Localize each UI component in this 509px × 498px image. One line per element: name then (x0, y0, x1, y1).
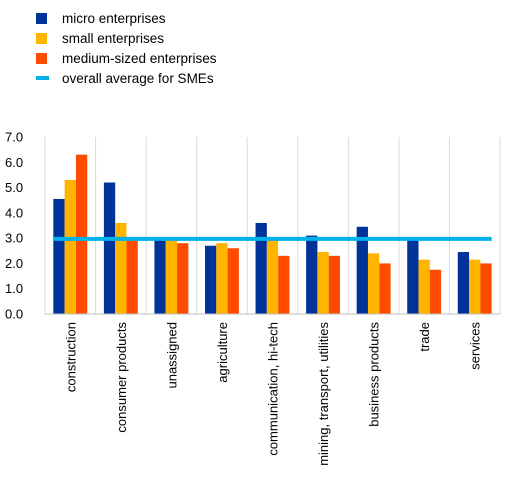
bar-1-0 (64, 179, 76, 314)
legend-item-micro: micro enterprises (36, 9, 217, 29)
bar-2-5 (328, 255, 341, 314)
x-tick-label: business products (367, 322, 382, 427)
bar-1-2 (165, 239, 178, 314)
legend-item-medium: medium-sized enterprises (36, 49, 217, 69)
bar-1-7 (418, 259, 430, 314)
bar-2-4 (278, 255, 290, 314)
y-tick-label: 0.0 (5, 307, 23, 322)
legend-swatch-small (36, 32, 47, 44)
legend-label-micro: micro enterprises (62, 11, 166, 26)
legend-swatch-medium (36, 52, 47, 64)
x-tick-label: agriculture (215, 322, 230, 383)
bar-0-3 (204, 245, 217, 314)
x-tick-label: communication, hi-tech (266, 322, 281, 456)
legend-item-average: overall average for SMEs (36, 69, 217, 89)
legend-swatch-average (36, 76, 49, 81)
bar-0-8 (457, 252, 470, 314)
legend: micro enterprises small enterprises medi… (36, 9, 217, 89)
bar-2-3 (227, 248, 239, 314)
legend-label-average: overall average for SMEs (62, 71, 214, 86)
bar-2-6 (379, 263, 391, 314)
bar-0-1 (103, 182, 116, 314)
bar-0-4 (255, 222, 267, 314)
y-tick-label: 7.0 (5, 130, 23, 145)
bar-2-0 (75, 154, 88, 314)
x-tick-label: mining, transport, utilities (316, 322, 331, 466)
bar-1-8 (469, 259, 481, 314)
bar-2-1 (126, 240, 138, 314)
bar-0-6 (356, 226, 368, 314)
y-tick-label: 3.0 (5, 231, 23, 246)
x-tick-label: trade (417, 322, 432, 352)
bar-2-2 (177, 243, 189, 314)
y-tick-label: 5.0 (5, 180, 23, 195)
bar-2-8 (480, 263, 492, 314)
legend-item-small: small enterprises (36, 29, 217, 49)
bar-1-5 (317, 252, 329, 314)
legend-label-medium: medium-sized enterprises (62, 51, 217, 66)
y-tick-label: 2.0 (5, 256, 23, 271)
bar-0-0 (53, 198, 65, 314)
legend-label-small: small enterprises (62, 31, 165, 46)
y-tick-label: 6.0 (5, 155, 23, 170)
bar-0-2 (154, 239, 166, 314)
bar-0-5 (306, 235, 318, 314)
bar-1-3 (216, 243, 228, 314)
y-tick-label: 1.0 (5, 281, 23, 296)
bar-1-4 (266, 239, 279, 314)
x-tick-label: consumer products (114, 322, 129, 433)
x-tick-label: construction (63, 322, 78, 392)
legend-swatch-micro (36, 12, 47, 24)
bar-2-7 (429, 269, 442, 314)
bar-0-7 (407, 239, 419, 314)
x-tick-label: services (468, 322, 483, 370)
x-tick-label: unassigned (164, 322, 179, 389)
y-tick-label: 4.0 (5, 205, 23, 220)
bar-1-1 (115, 222, 127, 314)
bar-1-6 (367, 253, 380, 314)
